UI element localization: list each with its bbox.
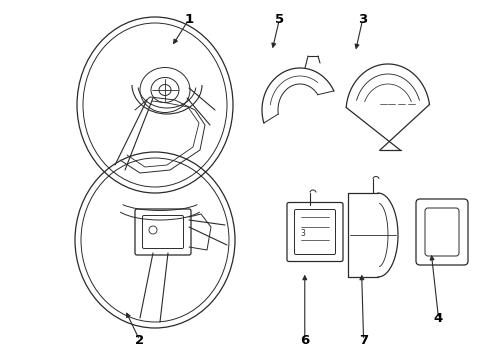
Text: 7: 7 bbox=[359, 334, 368, 347]
Text: 6: 6 bbox=[300, 334, 309, 347]
Text: 4: 4 bbox=[434, 312, 443, 325]
Text: 3: 3 bbox=[358, 13, 367, 26]
Text: 5: 5 bbox=[275, 13, 284, 26]
Text: 3: 3 bbox=[300, 230, 305, 238]
Text: 1: 1 bbox=[184, 13, 193, 26]
Text: 2: 2 bbox=[135, 334, 144, 347]
